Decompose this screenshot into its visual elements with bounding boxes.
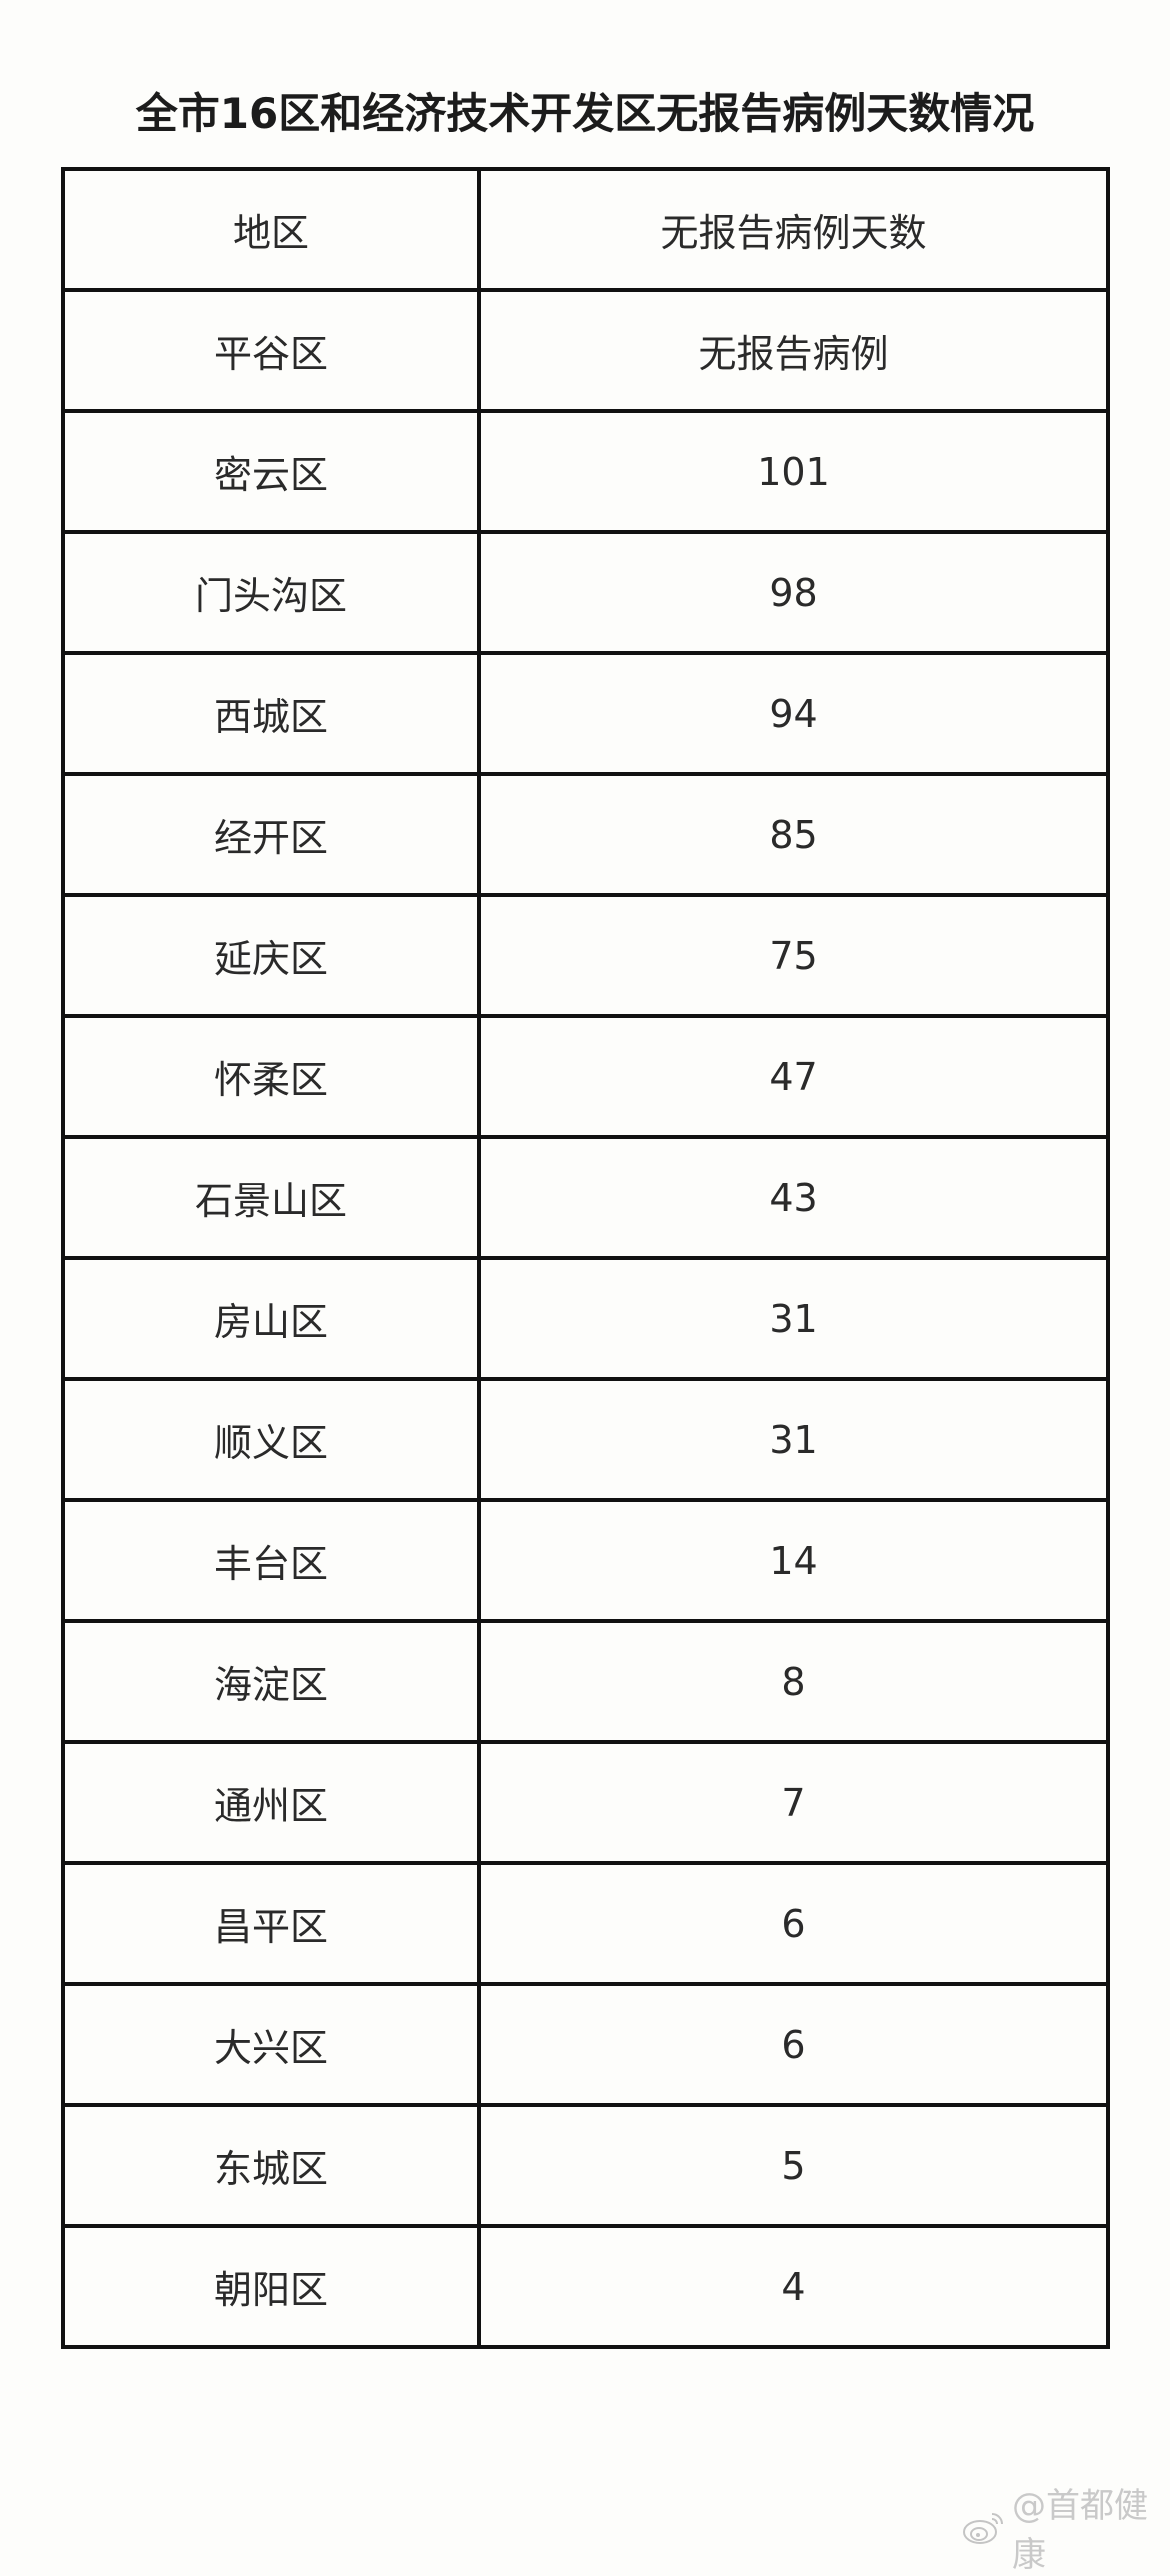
table-header-row: 地区 无报告病例天数 — [61, 167, 1110, 292]
table-row: 通州区 7 — [61, 1740, 1110, 1865]
watermark-text: @首都健康 — [1012, 2486, 1148, 2575]
region-cell: 朝阳区 — [61, 2224, 481, 2349]
table-row: 海淀区 8 — [61, 1619, 1110, 1744]
region-cell: 经开区 — [61, 772, 481, 897]
days-cell: 31 — [477, 1377, 1110, 1502]
days-cell: 75 — [477, 893, 1110, 1018]
header-region: 地区 — [61, 167, 481, 292]
header-days: 无报告病例天数 — [477, 167, 1110, 292]
days-cell: 101 — [477, 409, 1110, 534]
region-cell: 门头沟区 — [61, 530, 481, 655]
table-row: 房山区 31 — [61, 1256, 1110, 1381]
region-cell: 通州区 — [61, 1740, 481, 1865]
region-cell: 丰台区 — [61, 1498, 481, 1623]
days-cell: 4 — [477, 2224, 1110, 2349]
table-row: 延庆区 75 — [61, 893, 1110, 1018]
days-cell: 8 — [477, 1619, 1110, 1744]
table-row: 密云区 101 — [61, 409, 1110, 534]
region-cell: 东城区 — [61, 2103, 481, 2228]
region-cell: 延庆区 — [61, 893, 481, 1018]
days-cell: 98 — [477, 530, 1110, 655]
weibo-logo-icon — [962, 2508, 1006, 2546]
table-row: 石景山区 43 — [61, 1135, 1110, 1260]
region-cell: 顺义区 — [61, 1377, 481, 1502]
table-row: 平谷区 无报告病例 — [61, 288, 1110, 413]
region-cell: 西城区 — [61, 651, 481, 776]
table-row: 东城区 5 — [61, 2103, 1110, 2228]
days-cell: 31 — [477, 1256, 1110, 1381]
watermark: @首都健康 — [962, 2478, 1170, 2576]
days-cell: 14 — [477, 1498, 1110, 1623]
data-table: 地区 无报告病例天数 平谷区 无报告病例 密云区 101 门头沟区 98 西城区 94 经开区 8… — [61, 167, 1110, 2349]
days-cell: 94 — [477, 651, 1110, 776]
page-title: 全市16区和经济技术开发区无报告病例天数情况 — [135, 89, 1035, 138]
region-cell: 大兴区 — [61, 1982, 481, 2107]
region-cell: 海淀区 — [61, 1619, 481, 1744]
table-row: 顺义区 31 — [61, 1377, 1110, 1502]
table-row: 西城区 94 — [61, 651, 1110, 776]
region-cell: 平谷区 — [61, 288, 481, 413]
table-row: 大兴区 6 — [61, 1982, 1110, 2107]
table-row: 门头沟区 98 — [61, 530, 1110, 655]
days-cell: 85 — [477, 772, 1110, 897]
table-row: 昌平区 6 — [61, 1861, 1110, 1986]
days-cell: 无报告病例 — [477, 288, 1110, 413]
region-cell: 石景山区 — [61, 1135, 481, 1260]
table-row: 丰台区 14 — [61, 1498, 1110, 1623]
region-cell: 昌平区 — [61, 1861, 481, 1986]
days-cell: 6 — [477, 1982, 1110, 2107]
region-cell: 怀柔区 — [61, 1014, 481, 1139]
days-cell: 6 — [477, 1861, 1110, 1986]
days-cell: 43 — [477, 1135, 1110, 1260]
table-row: 经开区 85 — [61, 772, 1110, 897]
days-cell: 5 — [477, 2103, 1110, 2228]
region-cell: 房山区 — [61, 1256, 481, 1381]
days-cell: 47 — [477, 1014, 1110, 1139]
days-cell: 7 — [477, 1740, 1110, 1865]
region-cell: 密云区 — [61, 409, 481, 534]
table-row: 怀柔区 47 — [61, 1014, 1110, 1139]
table-row: 朝阳区 4 — [61, 2224, 1110, 2349]
